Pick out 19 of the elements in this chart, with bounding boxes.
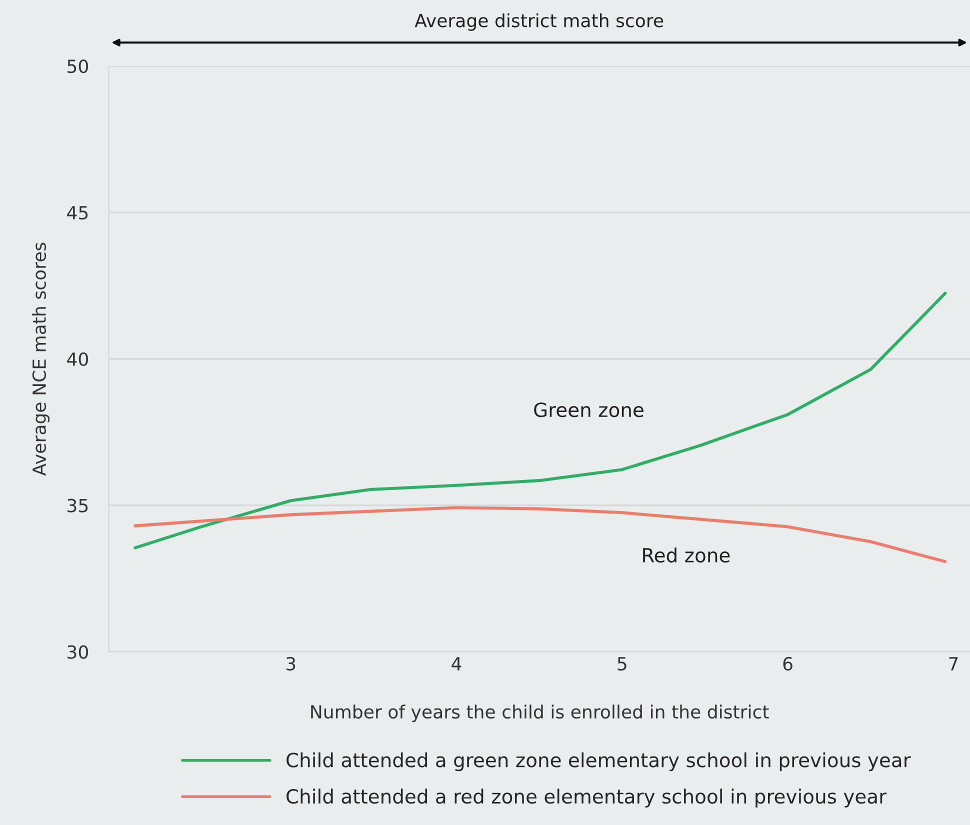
y-tick-label: 45 (67, 206, 88, 220)
x-axis-title: Number of years the child is enrolled in the district (311, 704, 769, 722)
x-tick-label: 5 (618, 657, 626, 671)
y-tick-label: 40 (67, 352, 88, 366)
y-tick-label: 50 (68, 59, 88, 74)
x-tick-label: 3 (286, 656, 296, 671)
annotation: Green zone (534, 402, 644, 418)
line-series (134, 506, 947, 564)
x-tick-label: 7 (949, 657, 958, 670)
legend-label: Child attended a red zone elementary school in previous year (286, 788, 887, 808)
y-tick-label: 30 (68, 645, 88, 659)
legend-label: Child attended a green zone elementary school in previous year (286, 752, 911, 772)
y-tick-label: 35 (68, 498, 88, 512)
text: Average district math score (414, 13, 664, 31)
x-tick-label: 6 (783, 656, 792, 671)
x-tick-label: 4 (452, 657, 462, 670)
y-axis-title: Average NCE math scores (32, 242, 50, 476)
annotation: Red zone (643, 548, 730, 563)
line-series (134, 292, 947, 550)
